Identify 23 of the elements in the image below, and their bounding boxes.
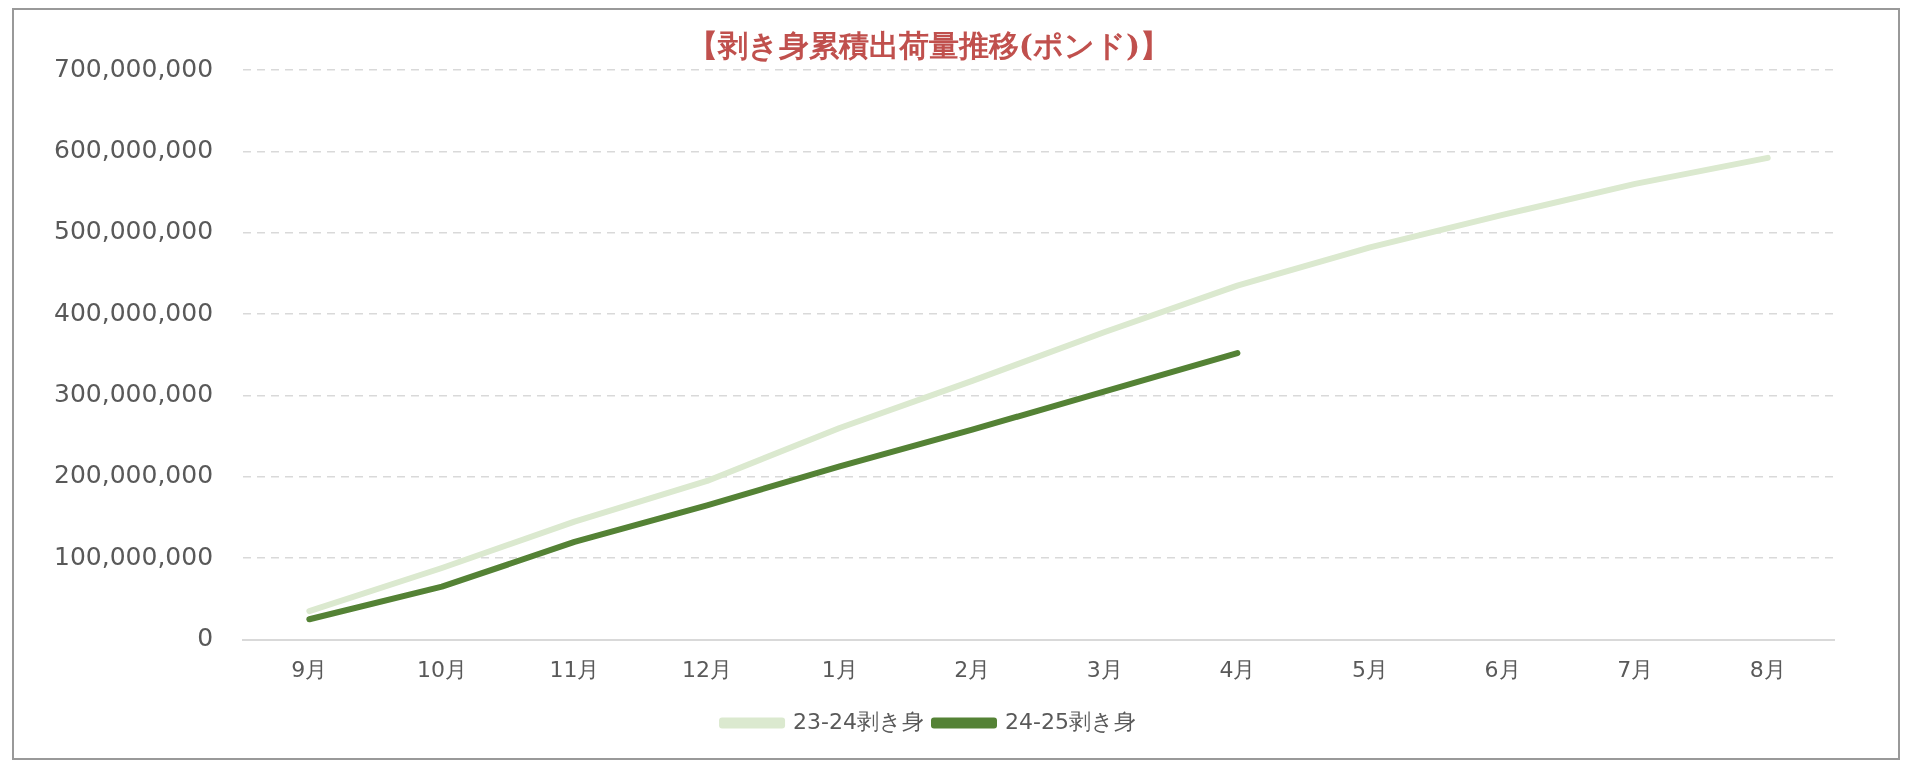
x-tick-label: 11月 — [549, 656, 600, 682]
x-tick-label: 6月 — [1484, 656, 1521, 682]
x-tick-label: 10月 — [416, 656, 467, 682]
y-tick-label: 0 — [197, 623, 214, 653]
x-tick-label: 12月 — [682, 656, 733, 682]
x-tick-label: 8月 — [1749, 656, 1786, 682]
x-tick-label: 3月 — [1086, 656, 1123, 682]
y-tick-label: 100,000,000 — [54, 541, 214, 571]
y-tick-label: 500,000,000 — [54, 216, 214, 246]
x-tick-label: 1月 — [821, 656, 858, 682]
y-tick-label: 200,000,000 — [54, 460, 214, 490]
x-tick-label: 2月 — [954, 656, 991, 682]
y-tick-label: 400,000,000 — [54, 297, 214, 327]
x-tick-label: 7月 — [1617, 656, 1654, 682]
chart-title: 【剥き身累積出荷量推移(ポンド)】 — [687, 27, 1171, 63]
legend-label: 23-24剥き身 — [793, 708, 925, 734]
x-tick-label: 4月 — [1219, 656, 1256, 682]
legend-label: 24-25剥き身 — [1005, 708, 1136, 734]
x-tick-label: 9月 — [291, 656, 328, 682]
y-tick-label: 700,000,000 — [54, 53, 214, 83]
y-tick-label: 600,000,000 — [54, 134, 214, 164]
x-tick-label: 5月 — [1351, 656, 1388, 682]
y-tick-label: 300,000,000 — [54, 378, 214, 408]
